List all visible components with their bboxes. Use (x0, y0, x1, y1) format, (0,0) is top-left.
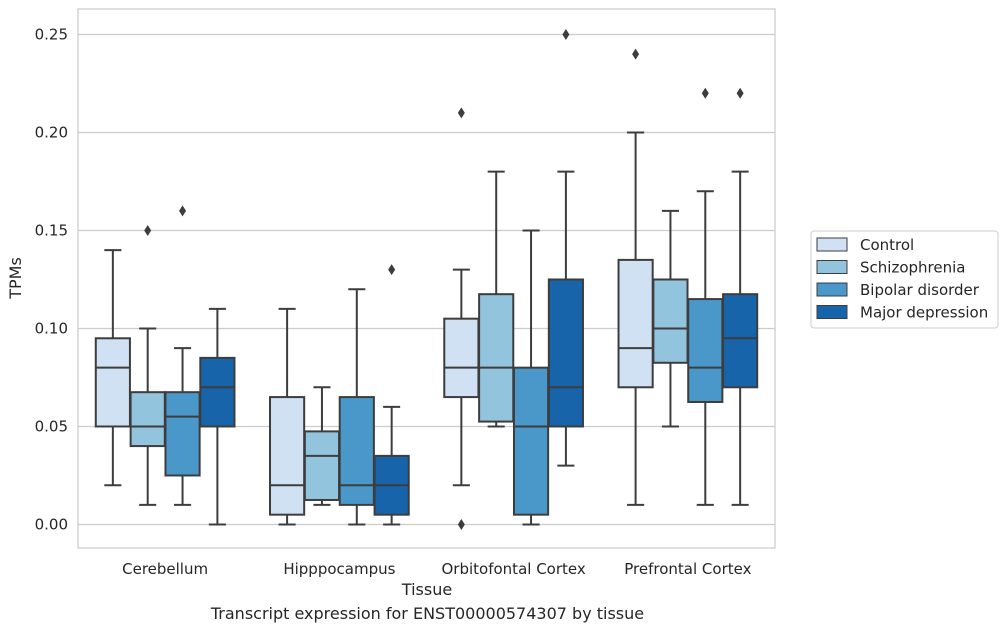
box (129, 391, 166, 448)
box (512, 366, 550, 516)
plot-frame (77, 8, 776, 549)
legend-swatch (816, 237, 848, 252)
y-tick-labels: 0.00 0.05 0.10 0.15 0.20 0.25 (35, 25, 68, 533)
x-tick-label: Orbitofontal Cortex (442, 560, 586, 578)
box-group (338, 288, 375, 526)
legend-label: Major depression (860, 304, 988, 322)
legend-label: Schizophrenia (860, 259, 965, 277)
outlier-point (632, 48, 640, 60)
legend: Control Schizophrenia Bipolar disorder Majo… (810, 230, 999, 329)
box-group (722, 87, 759, 506)
x-axis-label: Tissue (401, 580, 452, 599)
outlier-point (144, 224, 152, 236)
box-group (443, 107, 480, 530)
box (478, 293, 515, 423)
box (338, 396, 375, 506)
legend-label: Control (860, 236, 914, 254)
box-group (373, 264, 410, 526)
x-tick-label: Cerebellum (122, 560, 208, 578)
box-group (617, 48, 654, 506)
outlier-point (457, 518, 465, 530)
x-tick-label: Prefrontal Cortex (624, 560, 751, 578)
legend-frame (810, 230, 999, 329)
legend-swatch (816, 282, 848, 297)
box-group (199, 307, 236, 526)
box (547, 278, 584, 428)
box-group (129, 224, 166, 506)
y-tick-label: 0.10 (35, 319, 68, 337)
box-plot-series (94, 28, 759, 530)
y-tick-label: 0.25 (35, 25, 68, 43)
box (652, 278, 689, 364)
box-group (547, 28, 584, 467)
outlier-point (736, 87, 744, 99)
figure-caption: Transcript expression for ENST0000057430… (210, 604, 645, 623)
y-tick-label: 0.20 (35, 123, 68, 141)
box (722, 293, 759, 389)
box-group (478, 170, 515, 428)
box (94, 337, 131, 428)
box-group (164, 205, 201, 506)
outlier-point (388, 264, 396, 276)
outlier-point (701, 87, 709, 99)
legend-swatch (816, 260, 848, 274)
box (443, 317, 480, 399)
outlier-point (562, 28, 570, 40)
box (687, 298, 724, 403)
box (617, 258, 654, 389)
y-tick-label: 0.05 (35, 417, 68, 435)
box (269, 396, 306, 516)
box-group (269, 307, 306, 526)
box (303, 430, 341, 501)
box-group (512, 229, 550, 526)
box-group (652, 209, 689, 428)
box (164, 391, 201, 477)
y-tick-label: 0.15 (35, 221, 68, 239)
legend-label: Bipolar disorder (860, 281, 980, 299)
box (199, 356, 236, 428)
x-tick-labels: Cerebellum Hipppocampus Orbitofontal Corte… (122, 560, 751, 578)
outlier-point (457, 107, 465, 119)
box-group (687, 87, 724, 506)
box-group (94, 249, 131, 487)
y-tick-label: 0.00 (35, 515, 68, 533)
legend-swatch (816, 305, 848, 319)
box-group (303, 386, 341, 506)
outlier-point (179, 205, 187, 217)
x-tick-label: Hipppocampus (283, 560, 395, 578)
y-axis-label: TPMs (6, 257, 25, 300)
